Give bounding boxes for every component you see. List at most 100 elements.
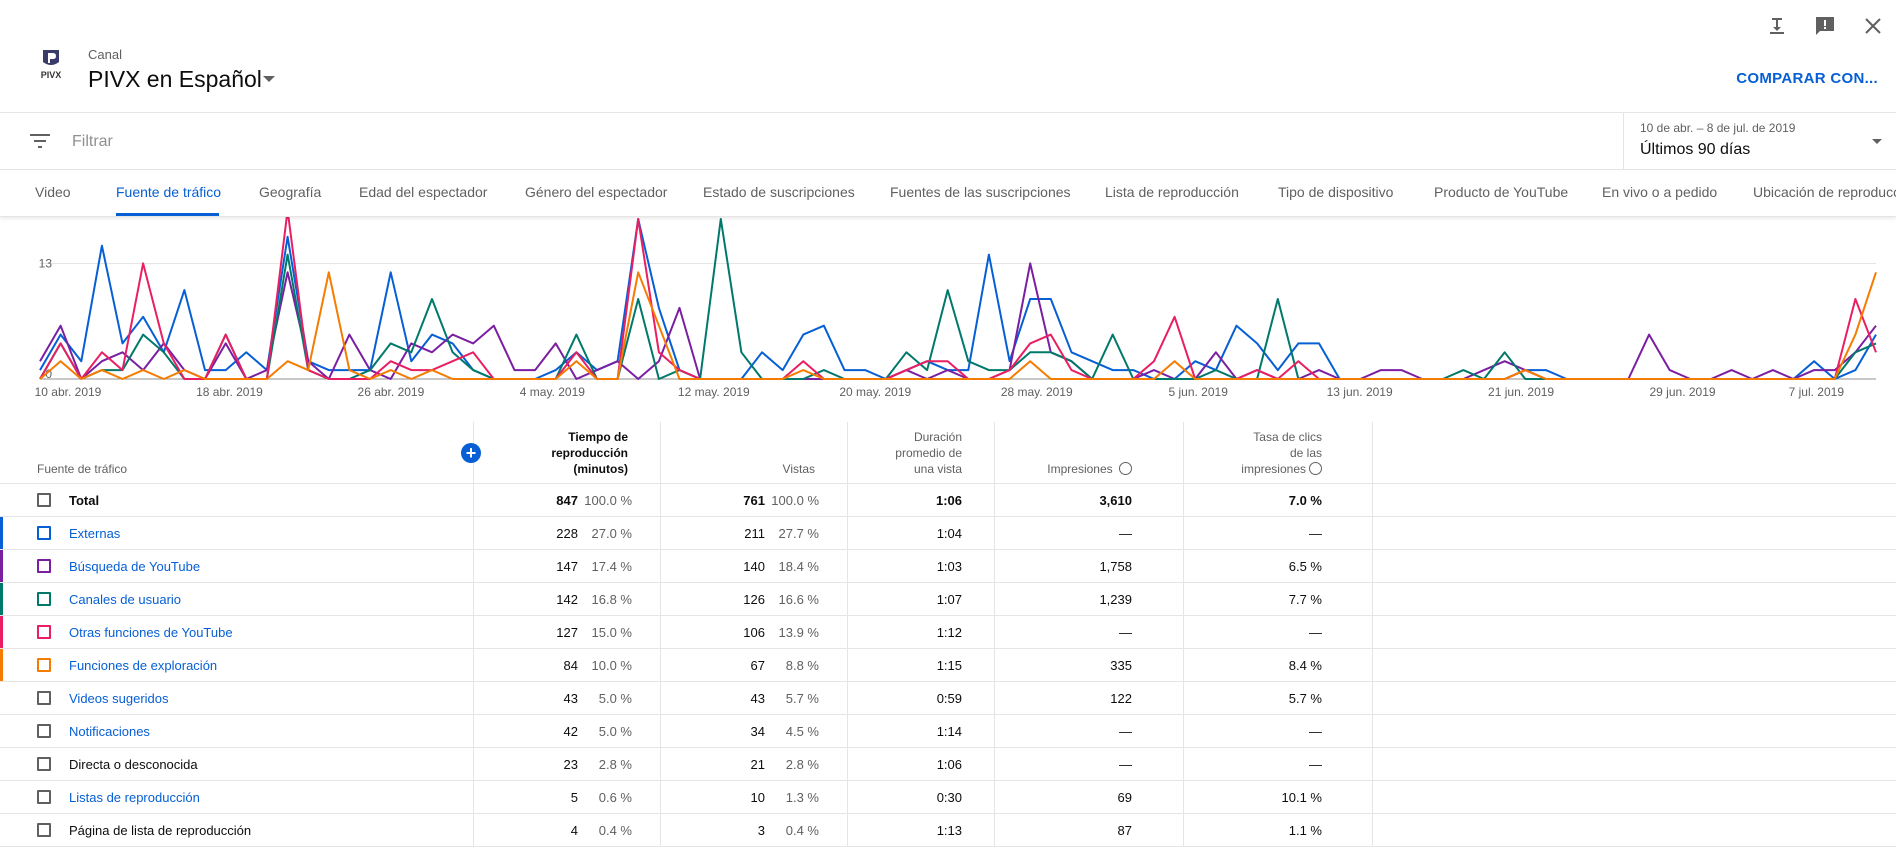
row-source-name[interactable]: Listas de reproducción [69, 790, 200, 805]
cell-views-pct: 27.7 % [778, 526, 819, 541]
tab-viewer-gender[interactable]: Género del espectador [525, 184, 668, 200]
cell-watch-time-pct: 17.4 % [591, 559, 632, 574]
tab-geography[interactable]: Geografía [259, 184, 322, 200]
header-watch-time-line: (minutos) [573, 462, 628, 476]
cell-views-pct: 18.4 % [778, 559, 819, 574]
cell-ctr: — [1309, 526, 1322, 541]
tab-viewer-age[interactable]: Edad del espectador [359, 184, 488, 200]
series-color-bar [0, 616, 3, 649]
y-tick-label: 0 [45, 367, 52, 381]
row-checkbox[interactable] [37, 592, 51, 606]
x-tick-label: 13 jun. 2019 [1327, 385, 1393, 399]
cell-watch-time: 23 [563, 757, 578, 772]
row-source-name[interactable]: Canales de usuario [69, 592, 182, 607]
column-divider [473, 422, 474, 847]
cell-watch-time-pct: 2.8 % [598, 757, 632, 772]
info-icon[interactable] [1309, 462, 1322, 475]
cell-avg-duration: 1:06 [936, 757, 962, 772]
cell-views-pct: 4.5 % [785, 724, 819, 739]
cell-views: 106 [743, 625, 765, 640]
tab-playback-location[interactable]: Ubicación de reproducción [1753, 184, 1896, 200]
cell-watch-time: 147 [556, 559, 578, 574]
header-avg-duration[interactable]: Duración promedio de una vista [854, 429, 962, 477]
cell-views: 67 [750, 658, 765, 673]
cell-views: 761 [743, 493, 765, 508]
chevron-down-icon[interactable] [263, 76, 275, 82]
row-checkbox[interactable] [37, 559, 51, 573]
row-checkbox[interactable] [37, 658, 51, 672]
row-checkbox[interactable] [37, 790, 51, 804]
header-ctr-line: de las [1289, 446, 1322, 460]
cell-ctr: 6.5 % [1288, 559, 1322, 574]
header-watch-time-line: reproducción [551, 446, 628, 460]
cell-avg-duration: 1:04 [936, 526, 962, 541]
tab-video[interactable]: Video [35, 184, 71, 200]
cell-avg-duration: 1:12 [936, 625, 962, 640]
cell-impressions: — [1119, 724, 1132, 739]
row-source-name[interactable]: Externas [69, 526, 121, 541]
row-source-name: Página de lista de reproducción [69, 823, 252, 838]
cell-ctr: 10.1 % [1281, 790, 1322, 805]
row-source-name[interactable]: Videos sugeridos [69, 691, 169, 706]
cell-views-pct: 0.4 % [785, 823, 819, 838]
tab-traffic-source[interactable]: Fuente de tráfico [116, 184, 222, 200]
row-checkbox[interactable] [37, 526, 51, 540]
cell-views: 140 [743, 559, 765, 574]
table-bottom-border [0, 846, 1896, 847]
cell-watch-time-pct: 5.0 % [598, 691, 632, 706]
header-ctr[interactable]: Tasa de clics de las impresiones [1190, 429, 1322, 477]
cell-watch-time-pct: 16.8 % [591, 592, 632, 607]
cell-avg-duration: 1:03 [936, 559, 962, 574]
tab-live-on-demand[interactable]: En vivo o a pedido [1602, 184, 1718, 200]
row-checkbox[interactable] [37, 757, 51, 771]
close-icon[interactable] [1861, 14, 1885, 38]
header-avg-duration-line: promedio de [895, 446, 962, 460]
tab-subscription-source[interactable]: Fuentes de las suscripciones [890, 184, 1071, 200]
filter-input[interactable] [70, 129, 774, 155]
header-views[interactable]: Vistas [782, 462, 815, 476]
row-checkbox[interactable] [37, 724, 51, 738]
row-checkbox[interactable] [37, 691, 51, 705]
row-source-name[interactable]: Notificaciones [69, 724, 150, 739]
feedback-icon[interactable] [1813, 14, 1837, 38]
filter-icon[interactable] [30, 133, 50, 149]
add-metric-button[interactable]: + [461, 443, 481, 463]
download-icon[interactable] [1765, 14, 1789, 38]
info-icon[interactable] [1119, 462, 1132, 475]
cell-watch-time: 5 [570, 790, 578, 805]
header-watch-time[interactable]: Tiempo de reproducción (minutos) [480, 429, 628, 477]
tab-playlist[interactable]: Lista de reproducción [1105, 184, 1239, 200]
header-impressions[interactable]: Impresiones [1000, 461, 1132, 477]
column-divider [660, 422, 661, 847]
cell-impressions: 122 [1110, 691, 1132, 706]
column-divider [1372, 422, 1373, 847]
date-range-selector[interactable]: 10 de abr. – 8 de jul. de 2019 Últimos 9… [1623, 113, 1896, 169]
cell-watch-time-pct: 100.0 % [584, 493, 632, 508]
row-checkbox[interactable] [37, 625, 51, 639]
cell-impressions: 1,239 [1099, 592, 1132, 607]
header-source[interactable]: Fuente de tráfico [37, 462, 128, 476]
cell-watch-time: 42 [563, 724, 578, 739]
row-source-name[interactable]: Búsqueda de YouTube [69, 559, 201, 574]
cell-views: 126 [743, 592, 765, 607]
header-watch-time-line: Tiempo de [568, 430, 628, 444]
report-tabs: Video Fuente de tráfico Geografía Edad d… [0, 170, 1896, 217]
cell-ctr: — [1309, 757, 1322, 772]
x-tick-label: 28 may. 2019 [1001, 385, 1073, 399]
cell-views: 3 [757, 823, 765, 838]
tab-device-type[interactable]: Tipo de dispositivo [1278, 184, 1394, 200]
dropdown-arrow-icon[interactable] [1872, 139, 1882, 144]
row-checkbox[interactable] [37, 493, 51, 507]
tab-subscription-status[interactable]: Estado de suscripciones [703, 184, 855, 200]
compare-button[interactable]: COMPARAR CON... [1736, 70, 1878, 87]
tab-youtube-product[interactable]: Producto de YouTube [1434, 184, 1569, 200]
channel-name[interactable]: PIVX en Español [88, 66, 262, 92]
row-checkbox[interactable] [37, 823, 51, 837]
header-impressions-label: Impresiones [1047, 462, 1113, 476]
row-source-name[interactable]: Funciones de exploración [69, 658, 218, 673]
cell-watch-time: 84 [563, 658, 578, 673]
x-tick-label: 21 jun. 2019 [1488, 385, 1554, 399]
x-tick-label: 26 abr. 2019 [358, 385, 425, 399]
header-ctr-line: impresiones [1241, 462, 1306, 476]
row-source-name[interactable]: Otras funciones de YouTube [69, 625, 233, 640]
